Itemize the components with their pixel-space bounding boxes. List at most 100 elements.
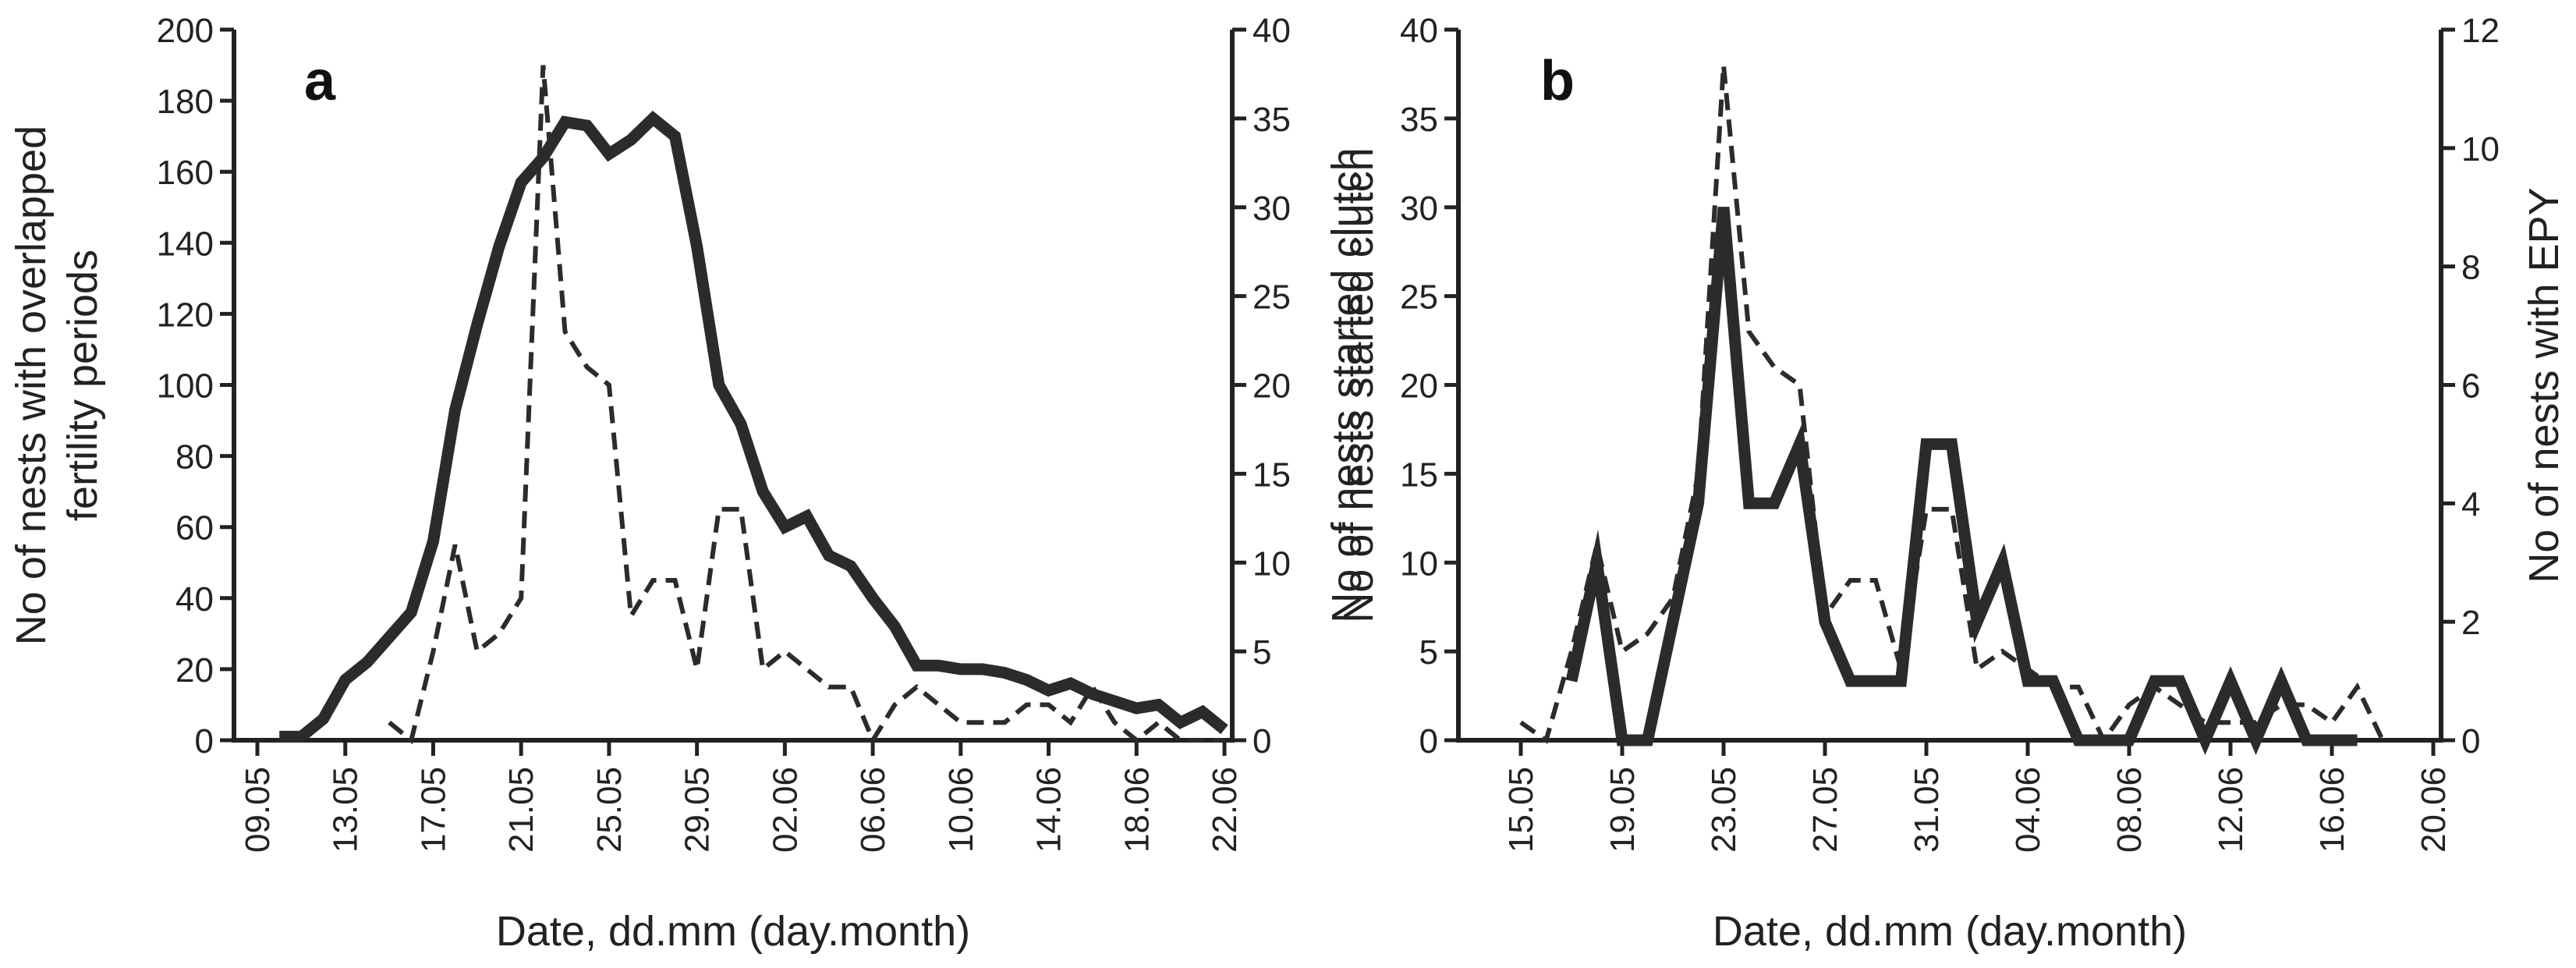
data-point [696, 668, 699, 671]
data-point [849, 686, 852, 689]
left-y-tick-label: 60 [175, 509, 214, 548]
data-point [476, 650, 479, 653]
panel-b-left-y-title: No of nests started clutch [1335, 147, 1382, 622]
left-y-tick-label: 30 [1400, 190, 1438, 228]
x-tick-label: 06.06 [854, 767, 892, 853]
x-tick-label: 27.05 [1806, 767, 1844, 853]
panel-b-right-y-title: No of nests with EPY [2521, 187, 2567, 583]
right-y-tick-label: 0 [1253, 722, 1271, 761]
series-line-nests-with-EPY [1565, 207, 2358, 756]
x-tick-label: 13.05 [327, 767, 365, 853]
panel-a: 0 20 40 60 80 100 120 140 160 180 200 0 5 10 15 20 25 30… [8, 12, 1370, 955]
x-tick-label: 18.06 [1118, 767, 1156, 853]
left-y-tick-label: 80 [175, 438, 214, 477]
right-y-tick-label: 40 [1253, 12, 1291, 50]
left-y-tick-label: 140 [157, 225, 214, 263]
left-y-tick-label: 0 [1419, 722, 1438, 761]
right-y-tick-label: 10 [2461, 130, 2500, 168]
left-y-tick-label: 40 [1400, 12, 1438, 50]
x-tick-label: 12.06 [2212, 767, 2250, 853]
x-tick-label: 31.05 [1908, 767, 1946, 853]
x-tick-label: 22.06 [1206, 767, 1244, 853]
panel-a-right-y-ticks: 0 5 10 15 20 25 30 35 40 [1232, 12, 1291, 761]
data-point [1722, 64, 1725, 67]
right-y-tick-label: 25 [1253, 278, 1291, 317]
data-point [2280, 703, 2283, 706]
right-y-tick-label: 35 [1253, 101, 1291, 139]
x-tick-label: 04.06 [2009, 767, 2047, 853]
left-y-tick-label: 40 [175, 580, 214, 619]
right-y-tick-label: 30 [1253, 190, 1291, 228]
panel-a-series [279, 65, 1228, 746]
data-point [1951, 508, 1954, 511]
data-point [783, 650, 786, 653]
right-y-tick-label: 15 [1253, 456, 1291, 494]
right-y-tick-label: 8 [2461, 249, 2480, 287]
right-y-tick-label: 20 [1253, 367, 1291, 406]
data-point [937, 703, 941, 706]
x-tick-label: 17.05 [414, 767, 452, 853]
left-y-tick-label: 20 [175, 651, 214, 690]
x-tick-label: 14.06 [1030, 767, 1068, 853]
left-y-tick-label: 0 [195, 722, 214, 761]
data-point [1621, 650, 1624, 653]
x-tick-label: 08.06 [2110, 767, 2149, 853]
left-y-tick-label: 25 [1400, 278, 1438, 317]
left-y-tick-label: 100 [157, 367, 214, 406]
panel-a-label: a [304, 50, 336, 112]
x-tick-label: 16.06 [2313, 767, 2351, 853]
right-y-tick-label: 12 [2461, 12, 2500, 50]
left-y-tick-label: 15 [1400, 456, 1438, 494]
x-tick-label: 29.05 [679, 767, 717, 853]
series-line-overlapped-fertility-periods [279, 110, 1228, 743]
data-point [498, 632, 501, 635]
panel-b-x-axis-title: Date, dd.mm (day.month) [1713, 908, 2187, 955]
right-y-tick-label: 2 [2461, 604, 2480, 642]
left-y-tick-label: 160 [157, 154, 214, 192]
right-y-tick-label: 0 [2461, 722, 2480, 761]
panel-b-left-y-ticks: 0 5 10 15 20 25 30 35 40 [1400, 12, 1458, 761]
panel-b: 0 5 10 15 20 25 30 35 40 0 2 4 6 8 10 12 15.05 19.05 23.… [1335, 12, 2567, 955]
panel-a-right-y-title: No of nests started clutch [1323, 147, 1370, 622]
data-point [2330, 721, 2333, 724]
panel-a-left-y-title-line1: No of nests with overlapped [8, 126, 55, 645]
x-tick-label: 23.05 [1705, 767, 1743, 853]
left-y-tick-label: 120 [157, 296, 214, 334]
panel-b-label: b [1540, 50, 1575, 112]
left-y-tick-label: 5 [1419, 633, 1438, 672]
x-tick-label: 19.05 [1603, 767, 1642, 853]
data-point [2305, 703, 2308, 706]
series-line-nests-started-clutch [1519, 65, 2385, 745]
right-y-tick-label: 10 [1253, 544, 1291, 583]
left-y-tick-label: 200 [157, 12, 214, 50]
series-line-nests-started-clutch [388, 65, 1224, 746]
right-y-tick-label: 6 [2461, 367, 2480, 406]
x-tick-label: 21.05 [502, 767, 540, 853]
x-tick-label: 09.05 [239, 767, 277, 853]
left-y-tick-label: 10 [1400, 544, 1438, 583]
data-point [739, 508, 742, 511]
panel-a-left-y-title-line2: fertility periods [59, 250, 106, 521]
data-point [761, 668, 764, 671]
panel-b-right-y-ticks: 0 2 4 6 8 10 12 [2441, 12, 2500, 761]
data-point [1798, 384, 1802, 387]
right-y-tick-label: 5 [1253, 633, 1271, 672]
x-tick-label: 02.06 [766, 767, 804, 853]
data-point [1975, 668, 1979, 671]
x-tick-label: 20.06 [2415, 767, 2453, 853]
left-y-tick-label: 180 [157, 83, 214, 121]
right-y-tick-label: 4 [2461, 485, 2480, 523]
data-point [718, 508, 721, 511]
x-tick-label: 10.06 [942, 767, 980, 853]
panel-a-x-ticks: 09.05 13.05 17.05 21.05 25.05 29.05 02.06 06.06… [239, 740, 1244, 853]
x-tick-label: 25.05 [590, 767, 629, 853]
left-y-tick-label: 35 [1400, 101, 1438, 139]
panel-a-left-y-ticks: 0 20 40 60 80 100 120 140 160 180 200 [157, 12, 234, 761]
data-point [806, 668, 809, 671]
x-tick-label: 15.05 [1502, 767, 1540, 853]
panel-a-x-axis-title: Date, dd.mm (day.month) [496, 908, 970, 955]
left-y-tick-label: 20 [1400, 367, 1438, 406]
data-point [959, 721, 962, 724]
panel-b-series [1519, 64, 2385, 756]
